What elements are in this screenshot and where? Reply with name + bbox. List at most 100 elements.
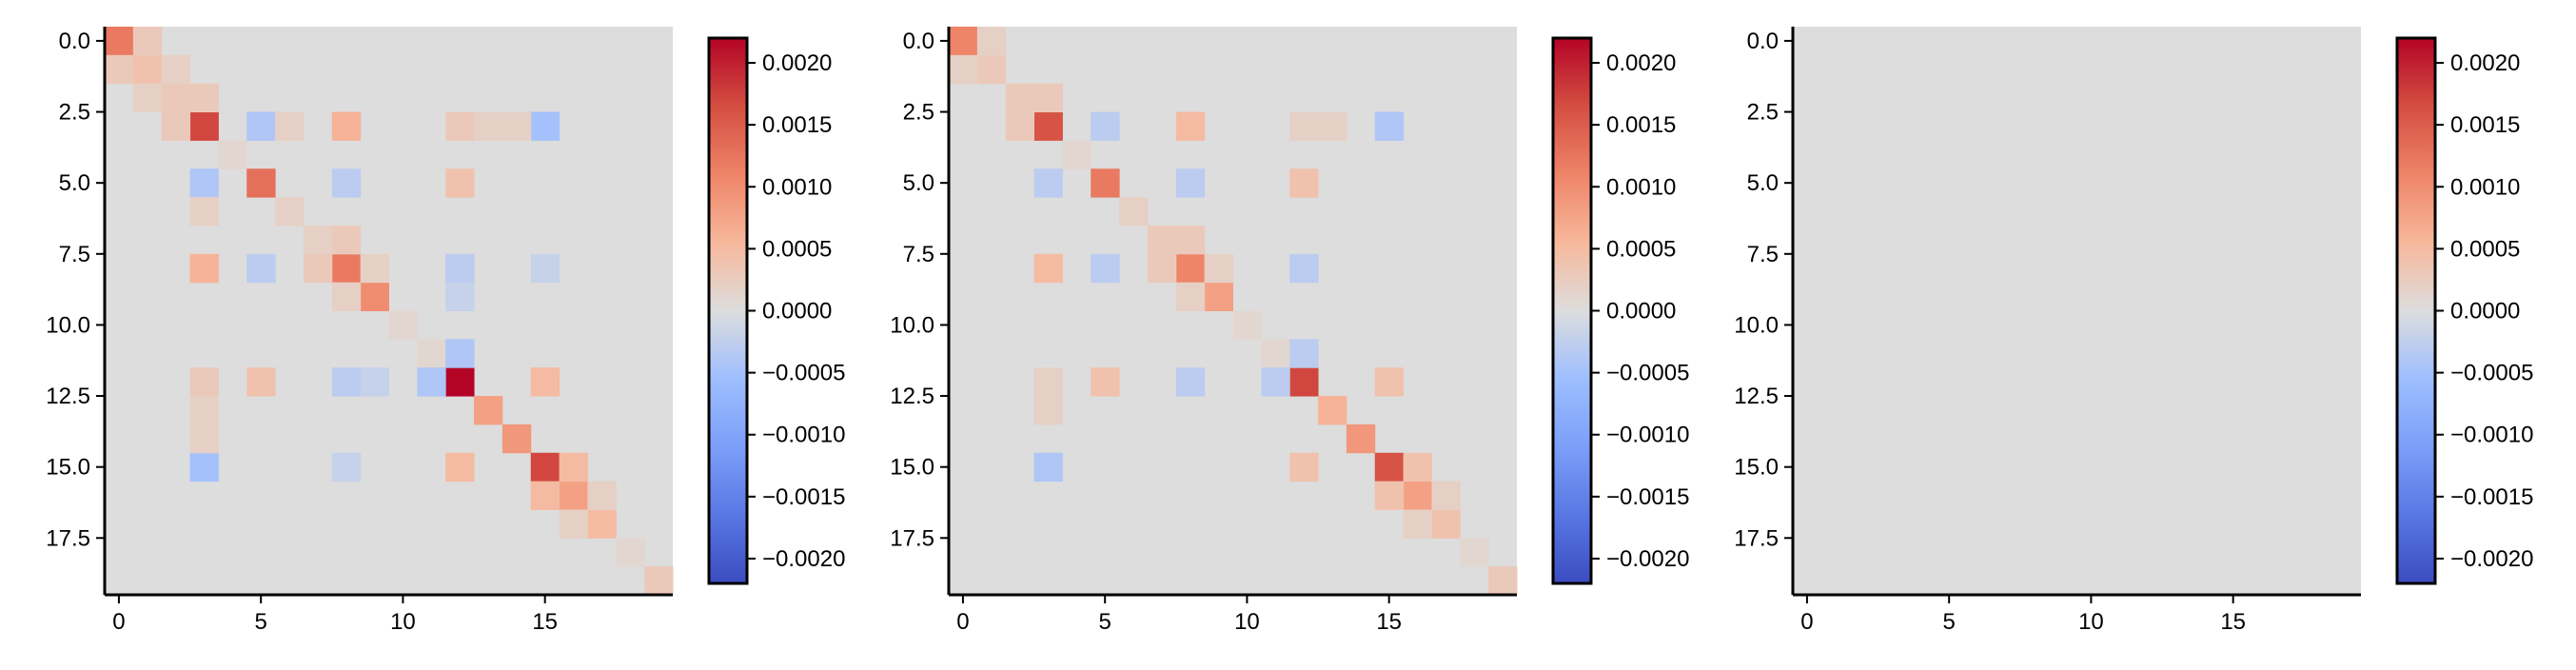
heatmap-cell [1289,168,1319,198]
heatmap-cell [189,452,219,483]
heatmap-cell [331,111,362,141]
heatmap-cell [1318,111,1347,141]
heatmap-cell [388,310,418,340]
heatmap-cell [246,367,276,397]
heatmap-panel-1: 0 5 10 15 0.0 2.5 5.0 7.5 10.0 12.5 15.0 17.5 0.0020… [46,27,845,635]
heatmap-cell [1289,452,1319,483]
heatmap-cell [474,396,503,425]
heatmap-cell [1403,481,1432,510]
heatmap-cell [1460,538,1489,567]
heatmap-cell [1033,396,1063,425]
y-tick-label: 0.0 [1747,29,1779,54]
heatmap-cell [105,54,134,85]
colorbar-tick-label: −0.0010 [762,423,845,448]
heatmap-cell [1232,310,1262,340]
y-tick-label: 2.5 [1747,100,1779,126]
colorbar-tick-label: 0.0020 [1606,50,1676,76]
heatmap-cell [1374,452,1405,483]
y-tick-label: 12.5 [890,384,934,409]
heatmap-cell [331,367,362,397]
colorbar-tick-label: 0.0015 [762,112,832,138]
heatmap-cell [189,396,219,425]
heatmap-cell [360,367,389,397]
heatmap-cell [445,339,475,368]
heatmap-cell [132,54,163,85]
colorbar-tick-label: 0.0020 [762,50,832,76]
colorbar: 0.0020 0.0015 0.0010 0.0005 0.0000 −0.0005 −0.… [1551,36,1689,585]
heatmap-cell [331,225,362,255]
heatmap-cell [1119,197,1149,227]
colorbar-tick-label: −0.0020 [762,546,845,572]
heatmap-cell [1488,566,1518,596]
heatmap-cell [1289,339,1319,368]
heatmap-cell [105,27,134,56]
colorbar-tick-label: 0.0010 [2450,174,2520,200]
heatmap-cell [1261,339,1290,368]
heatmap-cell [1318,396,1347,425]
heatmap-cell [559,452,588,483]
y-tick-label: 12.5 [1734,384,1779,409]
y-tick-label: 15.0 [46,455,90,481]
colorbar-tick-label: −0.0005 [2450,361,2533,386]
heatmap-cell [501,424,532,454]
heatmap-cell [189,197,219,227]
x-tick-label: 10 [390,609,416,635]
colorbar-tick-label: 0.0000 [762,299,832,325]
heatmap-cell [161,54,191,85]
heatmap-cell [445,168,475,198]
heatmap-cell [1261,367,1290,397]
heatmap-cell [1091,367,1120,397]
heatmap-cell [331,253,362,284]
heatmap-cell [976,27,1007,56]
heatmap-cell [976,54,1007,85]
colorbar-tick-label: −0.0015 [1606,484,1689,510]
y-tick-label: 5.0 [903,170,934,196]
y-tick-label: 7.5 [1747,242,1779,267]
heatmap-cell [949,54,978,85]
heatmap-cell [189,111,219,141]
heatmap-cell [530,452,560,483]
heatmap-cell [1374,481,1405,510]
heatmap-cell [474,111,503,141]
heatmap-cell [1403,452,1432,483]
heatmap-cell [530,481,560,510]
heatmap-cell [331,282,362,311]
y-tick-label: 2.5 [59,100,90,126]
colorbar-tick-label: 0.0015 [1606,112,1676,138]
colorbar-tick-label: 0.0015 [2450,112,2520,138]
heatmap-cell [1175,282,1206,311]
colorbar-tick-label: 0.0000 [1606,299,1676,325]
heatmap-cell [1033,367,1063,397]
x-tick-label: 15 [532,609,558,635]
heatmap-cell [1346,424,1376,454]
heatmap-cell [275,111,305,141]
colorbar-tick-label: 0.0005 [1606,236,1676,262]
y-tick-label: 17.5 [1734,525,1779,551]
heatmap-cell [1431,509,1461,539]
colorbar-tick-label: −0.0020 [1606,546,1689,572]
heatmap-cell [189,83,219,113]
heatmap-cell [303,225,333,255]
heatmap-cell [189,253,219,284]
x-tick-label: 15 [2220,609,2246,635]
heatmap-cell [1289,253,1319,284]
heatmap-cell [1033,253,1063,284]
heatmap-cell [445,111,475,141]
heatmap-cell [161,111,191,141]
y-tick-label: 17.5 [890,525,934,551]
colorbar-tick-label: 0.0005 [2450,236,2520,262]
heatmap-cell [501,111,532,141]
x-tick-label: 5 [1098,609,1111,635]
colorbar-tick-label: −0.0005 [762,361,845,386]
heatmap-cell [1175,253,1206,284]
heatmap-cell [161,83,191,113]
heatmap-cell [559,509,588,539]
heatmap-cell [132,83,163,113]
heatmap-cell [331,168,362,198]
heatmap-cell [1005,111,1035,141]
heatmap-cell [1147,253,1177,284]
heatmap-cell [189,424,219,454]
colorbar-tick-label: −0.0020 [2450,546,2533,572]
heatmap-background [1793,27,2361,595]
